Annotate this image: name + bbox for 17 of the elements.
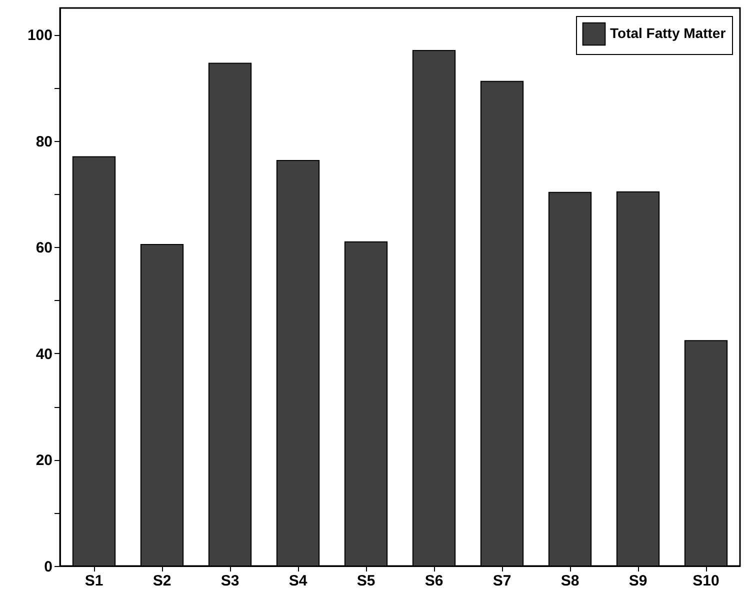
x-tick-label: S9 [628,572,648,590]
x-tick-label: S7 [492,572,512,590]
y-tick-label: 100 [27,27,52,44]
x-tick-label: S5 [356,572,376,590]
x-tick-label: S8 [560,572,580,590]
y-tick-label: 0 [44,558,52,576]
y-tick-label: 60 [36,240,52,257]
x-tick-label: S2 [152,572,172,590]
x-tick-label: S1 [84,572,104,590]
x-tick-label: S6 [424,572,444,590]
x-tick-label: S3 [220,572,240,590]
y-tick-label: 80 [36,133,52,150]
y-tick-label: 20 [36,452,52,470]
x-tick-label: S4 [288,572,308,590]
y-tick-label: 40 [36,346,52,363]
legend-label: Total Fatty Matter [610,25,726,41]
x-tick-label: S10 [692,572,720,590]
